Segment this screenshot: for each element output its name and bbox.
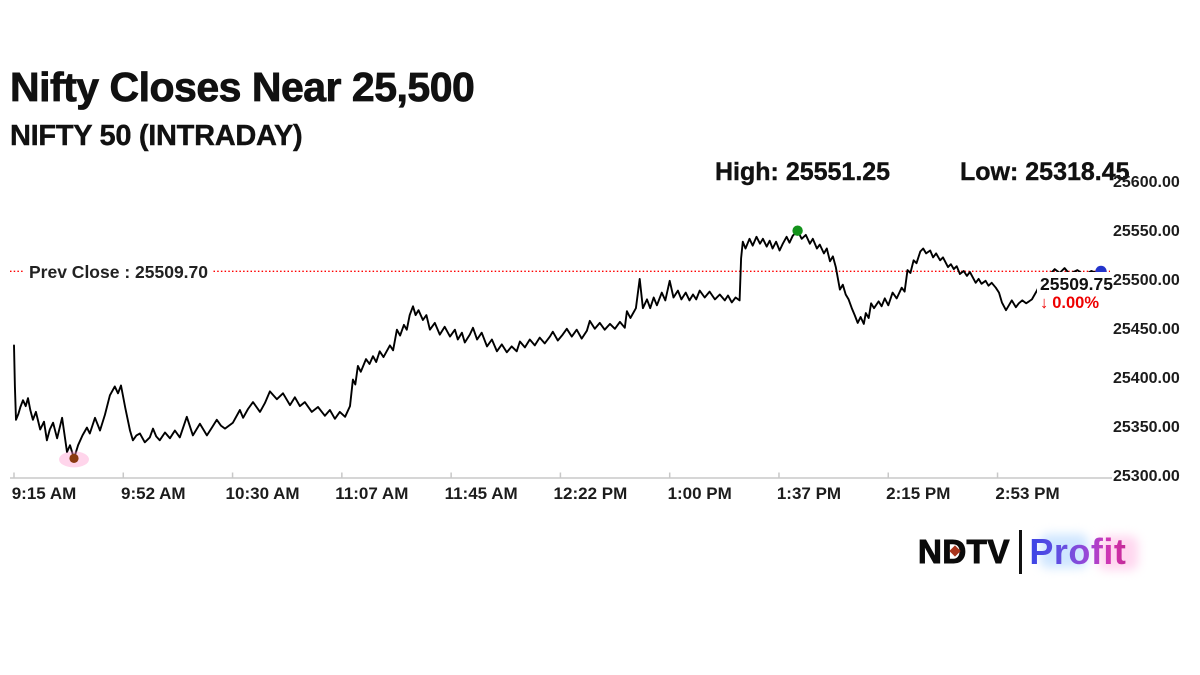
down-arrow-icon: ↓ — [1040, 294, 1049, 312]
profit-logo-text: Profit — [1029, 531, 1127, 572]
chart-subtitle: NIFTY 50 (INTRADAY) — [10, 120, 303, 152]
x-axis-label: 11:07 AM — [335, 484, 409, 503]
x-axis-label: 9:15 AM — [11, 484, 77, 503]
x-axis-label: 2:53 PM — [995, 484, 1060, 503]
last-price-label: 25509.75 — [1037, 272, 1115, 296]
price-line — [13, 229, 1102, 460]
x-axis-label: 11:45 AM — [444, 484, 518, 503]
x-axis-label: 2:15 PM — [886, 484, 951, 503]
low-marker-dot — [69, 453, 79, 463]
y-axis-label: 25500.00 — [1113, 271, 1180, 289]
x-axis-label: 1:00 PM — [667, 484, 732, 503]
y-axis-label: 25400.00 — [1113, 369, 1180, 387]
low-value-label: Low: 25318.45 — [960, 158, 1130, 186]
x-axis-label: 1:37 PM — [776, 484, 842, 503]
high-value-label: High: 25551.25 — [715, 158, 891, 186]
y-axis-label: 25550.00 — [1113, 222, 1180, 240]
ndtv-logo-text: NDTV — [917, 532, 1010, 570]
profit-logo-glow-left — [1040, 534, 1088, 568]
ndtv-logo: NDTV — [917, 532, 1010, 571]
y-axis-label: 25600.00 — [1113, 174, 1180, 191]
prev-close-label: Prev Close : 25509.70 — [24, 261, 214, 285]
price-change-percent: 0.00% — [1052, 294, 1100, 312]
page-title: Nifty Closes Near 25,500 — [10, 64, 476, 111]
x-axis-label: 12:22 PM — [553, 484, 628, 503]
y-axis-label: 25300.00 — [1113, 467, 1180, 485]
y-axis-label: 25450.00 — [1113, 320, 1180, 338]
high-marker-dot — [792, 225, 803, 236]
y-axis-label: 25350.00 — [1113, 418, 1180, 436]
x-axis-ticks — [13, 472, 999, 478]
x-axis-label: 9:52 AM — [121, 484, 186, 503]
ndtv-profit-logo: NDTV Profit — [917, 528, 1127, 576]
x-axis-label: 10:30 AM — [225, 484, 300, 503]
logo-separator-bar — [1018, 530, 1023, 574]
profit-logo-glow-right — [1098, 536, 1138, 570]
price-change-label: ↓ 0.00% — [1037, 293, 1103, 314]
